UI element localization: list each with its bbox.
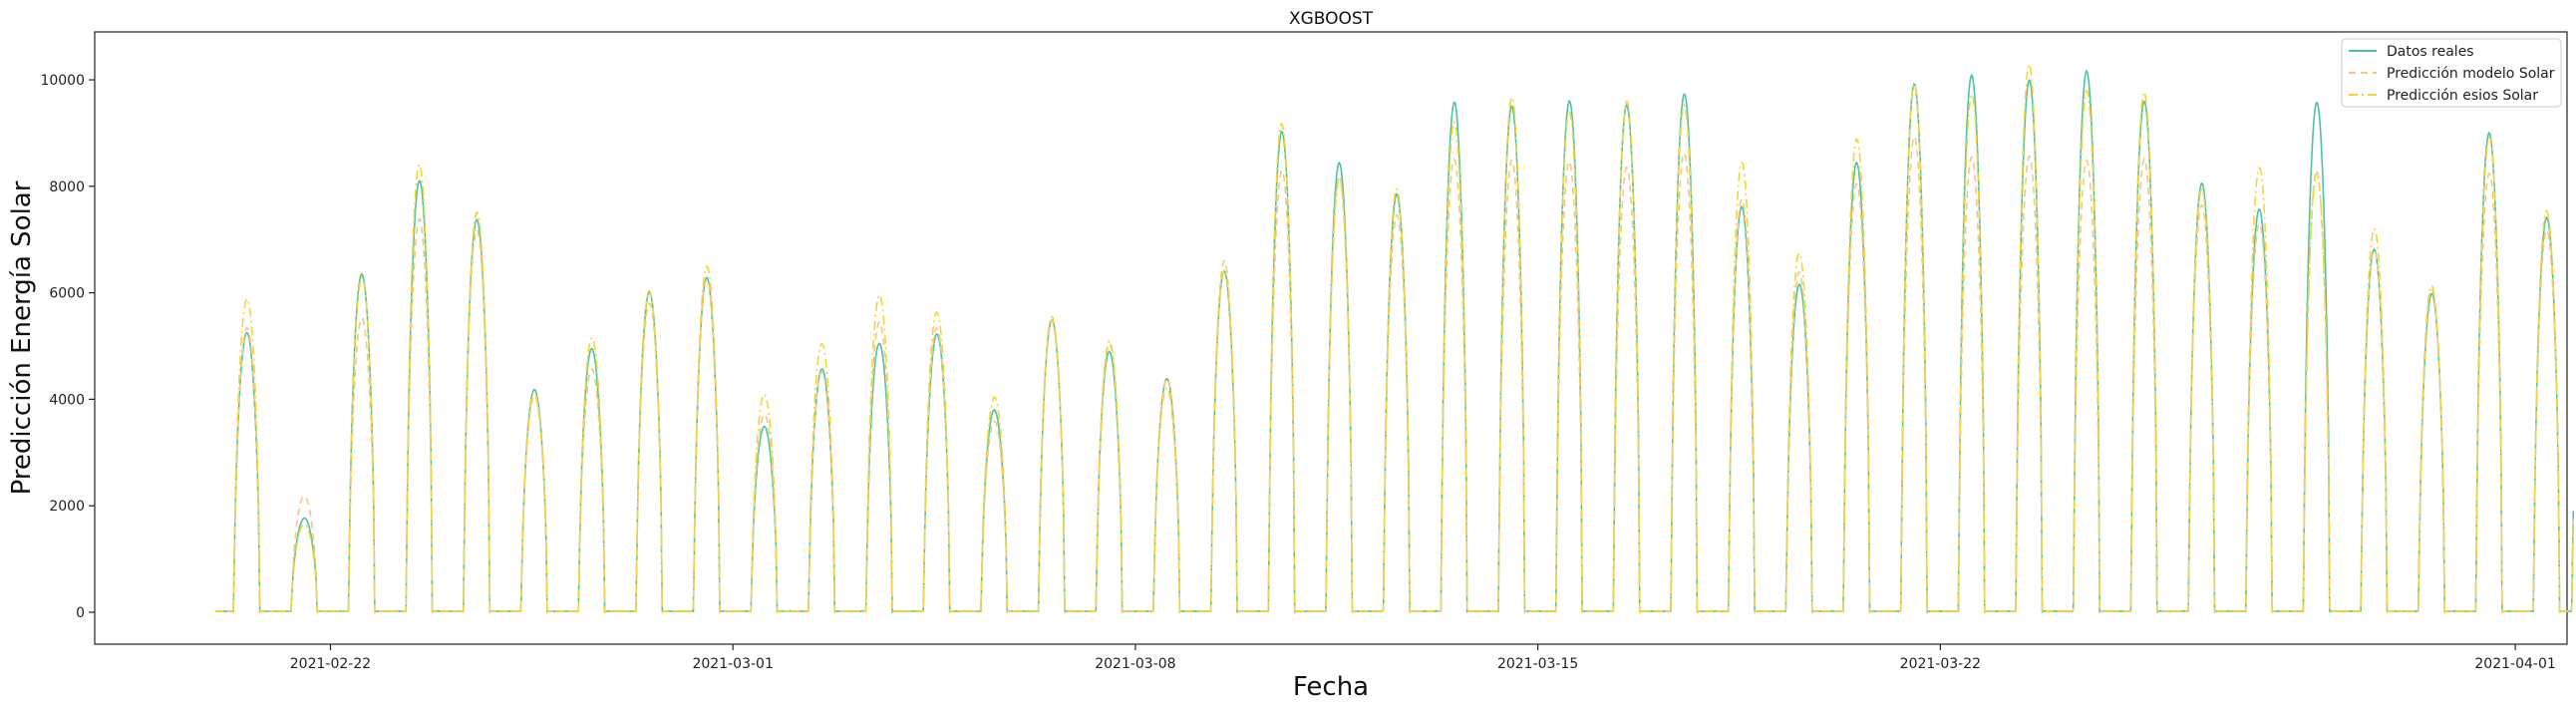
x-tick-label: 2021-04-01	[2474, 656, 2555, 672]
series-lines	[214, 63, 2575, 613]
y-tick-label: 0	[76, 605, 85, 621]
x-tick-label: 2021-03-22	[1900, 656, 1981, 672]
legend-label-prediccion-esios: Predicción esios Solar	[2387, 88, 2538, 104]
series-line-prediccion-modelo-solar	[214, 136, 2575, 613]
series-line-prediccion-esios-solar	[215, 63, 2575, 613]
plot-area: 0 2000 4000 6000 8000 10000 2021-02-22 2021-03-…	[40, 31, 2575, 672]
legend-label-prediccion-modelo: Predicción modelo Solar	[2387, 66, 2555, 82]
x-axis-label: Fecha	[1293, 672, 1369, 702]
x-tick-label: 2021-03-01	[692, 656, 773, 672]
plot-frame	[94, 31, 2568, 645]
x-tick-label: 2021-03-15	[1497, 656, 1578, 672]
legend-box	[2341, 38, 2562, 108]
x-tick-label: 2021-02-22	[290, 656, 371, 672]
y-axis-label: Predicción Energía Solar	[7, 180, 37, 495]
legend-label-datos-reales: Datos reales	[2387, 44, 2474, 60]
y-tick-label: 2000	[49, 499, 85, 515]
y-tick-label: 6000	[49, 286, 85, 302]
legend: Datos reales Predicción modelo Solar Pre…	[2341, 38, 2562, 108]
y-tick-label: 4000	[49, 392, 85, 408]
x-tick-label: 2021-03-08	[1095, 656, 1175, 672]
chart-title: XGBOOST	[1289, 9, 1374, 29]
axis-ticks: 0 2000 4000 6000 8000 10000 2021-02-22 2021-03-…	[40, 73, 2555, 672]
y-tick-label: 10000	[40, 73, 85, 89]
y-tick-label: 8000	[49, 179, 85, 195]
